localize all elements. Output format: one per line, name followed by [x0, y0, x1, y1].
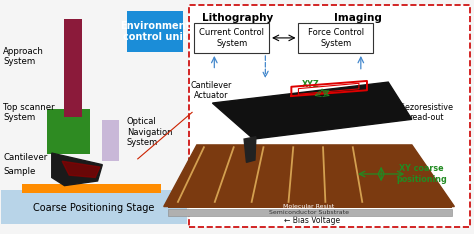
Text: Force Control
System: Force Control System: [308, 28, 364, 48]
Text: Sample: Sample: [3, 167, 36, 176]
Bar: [189, 5, 470, 227]
Text: Imaging: Imaging: [334, 13, 382, 23]
Bar: [168, 209, 452, 216]
Bar: [194, 23, 269, 53]
Text: Lithography: Lithography: [202, 13, 273, 23]
Bar: [168, 204, 452, 208]
Bar: [128, 11, 183, 52]
Text: XYZ
scanner: XYZ scanner: [302, 80, 338, 99]
Bar: [22, 184, 161, 193]
Text: Cantilever: Cantilever: [3, 153, 47, 162]
Bar: [47, 109, 91, 154]
Text: Semiconductor Substrate: Semiconductor Substrate: [269, 210, 349, 215]
Text: Piezoresistive
read-out: Piezoresistive read-out: [399, 103, 454, 122]
Bar: [0, 190, 187, 224]
Text: XY coarse
positioning: XY coarse positioning: [396, 164, 447, 184]
Text: Cantilever
Actuator: Cantilever Actuator: [191, 80, 232, 100]
Text: Environment
control unit: Environment control unit: [120, 21, 191, 42]
Polygon shape: [164, 145, 455, 207]
Bar: [64, 19, 82, 117]
Text: Optical
Navigation
System: Optical Navigation System: [127, 117, 173, 147]
Text: Current Control
System: Current Control System: [199, 28, 264, 48]
Text: Coarse Positioning Stage: Coarse Positioning Stage: [33, 203, 155, 213]
Polygon shape: [52, 153, 102, 186]
Text: ← Bias Voltage: ← Bias Voltage: [284, 216, 340, 225]
Bar: [299, 23, 373, 53]
Polygon shape: [62, 161, 100, 177]
Text: Top scanner
System: Top scanner System: [3, 103, 55, 122]
Text: Approach
System: Approach System: [3, 47, 44, 66]
Text: Molecular Resist: Molecular Resist: [283, 204, 335, 209]
Bar: [102, 121, 119, 161]
Polygon shape: [244, 137, 256, 162]
Polygon shape: [212, 82, 412, 139]
